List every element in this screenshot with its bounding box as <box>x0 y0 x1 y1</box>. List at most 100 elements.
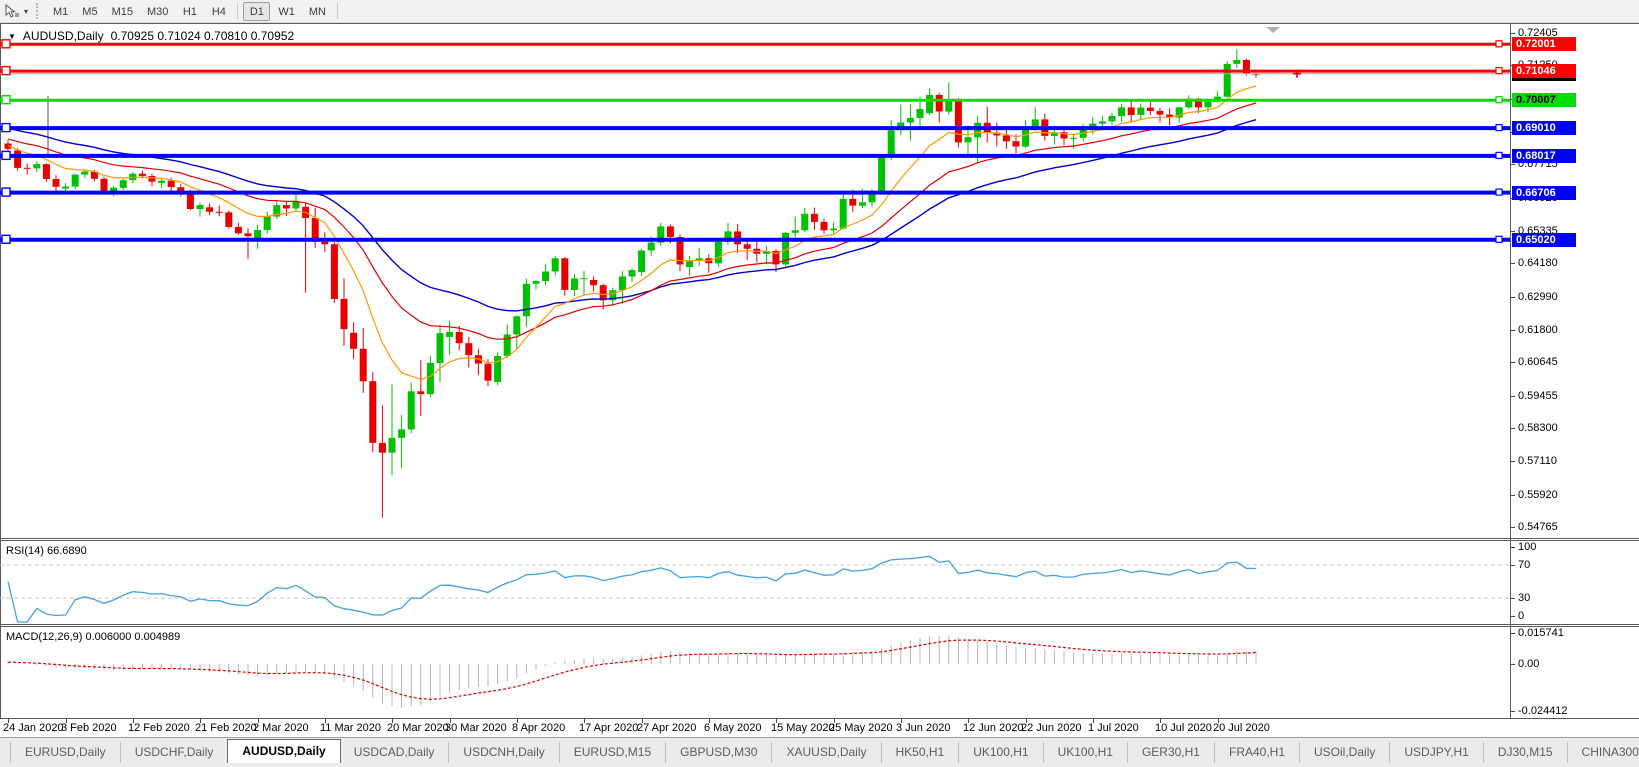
hline-0.70007[interactable] <box>0 94 1510 105</box>
tab-EURUSD-Daily[interactable]: EURUSD,Daily <box>10 742 121 763</box>
tab-DJ30-M15[interactable]: DJ30,M15 <box>1484 742 1568 763</box>
tab-AUDUSD-Daily[interactable]: AUDUSD,Daily <box>227 739 341 763</box>
candle-body <box>858 202 866 206</box>
date-label: 8 Apr 2020 <box>512 722 566 734</box>
tab-CHINA300-H4[interactable]: CHINA300,H4 <box>1568 742 1639 763</box>
date-label: 10 Jul 2020 <box>1155 722 1212 734</box>
timeframe-button-M30[interactable]: M30 <box>146 5 169 18</box>
chart-ohlc-values: 0.70925 0.71024 0.70810 0.70952 <box>110 29 295 43</box>
hline-right-handle[interactable] <box>1495 188 1503 196</box>
timeframe-button-M5[interactable]: M5 <box>82 5 98 18</box>
macd-tick-label: 0.015741 <box>1518 627 1564 639</box>
timeframe-button-M1[interactable]: M1 <box>53 5 69 18</box>
tab-USDCAD-Daily[interactable]: USDCAD,Daily <box>340 742 450 763</box>
macd-tick <box>1511 633 1515 634</box>
hline-left-handle[interactable] <box>1 187 11 197</box>
price-tick-label: 0.60645 <box>1518 356 1558 368</box>
date-tick <box>968 719 969 723</box>
tab-USDCNH-Daily[interactable]: USDCNH,Daily <box>449 742 560 763</box>
timeframe-button-D1[interactable]: D1 <box>243 1 271 21</box>
candle-body <box>580 278 588 280</box>
hline-right-handle[interactable] <box>1495 151 1503 159</box>
candle-body <box>1166 114 1174 118</box>
candle-body <box>350 332 358 349</box>
hline-right-handle[interactable] <box>1495 40 1503 48</box>
hline-right-handle[interactable] <box>1495 66 1503 75</box>
macd-tick-label: -0.024412 <box>1518 705 1568 717</box>
hline-left-handle[interactable] <box>1 94 11 105</box>
hline-right-handle[interactable] <box>1495 235 1503 243</box>
hline-0.66706[interactable] <box>0 187 1510 197</box>
candle-body <box>628 270 636 277</box>
hline-0.72001[interactable] <box>0 39 1510 49</box>
candle-body <box>484 363 492 381</box>
tab-EURUSD-M15[interactable]: EURUSD,M15 <box>560 742 667 763</box>
cursor-tool-button[interactable]: ▾ <box>0 0 32 22</box>
date-tick <box>258 719 259 723</box>
hline-0.68017[interactable] <box>0 150 1510 161</box>
hline-0.65020[interactable] <box>0 234 1510 245</box>
hline-left-handle[interactable] <box>1 122 11 133</box>
candle-body <box>90 171 98 179</box>
candle-body <box>609 290 617 301</box>
date-label: 22 Jun 2020 <box>1021 722 1082 734</box>
price-level-badge-0.65020: 0.65020 <box>1512 233 1576 247</box>
candle-body <box>81 171 89 175</box>
date-tick <box>642 719 643 723</box>
candle-body <box>14 150 22 168</box>
candle-body <box>158 180 166 183</box>
timeframe-button-M15[interactable]: M15 <box>111 5 133 18</box>
tab-HK50-H1[interactable]: HK50,H1 <box>882 742 960 763</box>
price-tick-label: 0.58300 <box>1518 422 1558 434</box>
hline-0.71046[interactable] <box>0 65 1510 76</box>
price-tick <box>1511 495 1515 496</box>
tab-USDCHF-Daily[interactable]: USDCHF,Daily <box>121 742 229 763</box>
hline-left-handle[interactable] <box>1 150 11 161</box>
candle-body <box>714 241 722 264</box>
candle-body <box>1031 119 1039 127</box>
candle-body <box>1185 98 1193 108</box>
hline-right-handle[interactable] <box>1495 96 1503 104</box>
toolbar-group-separator <box>237 3 239 19</box>
rsi-tick-label: 70 <box>1518 559 1531 571</box>
tab-UK100-H1[interactable]: UK100,H1 <box>1044 742 1128 763</box>
candle-body <box>503 334 511 357</box>
hline-0.69010[interactable] <box>0 122 1510 133</box>
date-tick <box>8 719 9 723</box>
candle-body <box>359 348 367 382</box>
timeframe-button-H4[interactable]: H4 <box>211 5 226 18</box>
hline-left-handle[interactable] <box>1 65 11 76</box>
tab-FRA40-H1[interactable]: FRA40,H1 <box>1215 742 1301 763</box>
candle-body <box>906 118 914 123</box>
timeframe-button-MN[interactable]: MN <box>308 5 326 18</box>
candle-body <box>810 213 818 222</box>
toolbar: ▾ M1 M5 M15 M30 H1 H4 D1 W1 MN <box>0 0 1639 23</box>
main-chart[interactable] <box>0 23 1510 538</box>
candle-body <box>119 180 127 188</box>
date-label: 12 Jun 2020 <box>963 722 1024 734</box>
collapse-triangle-icon[interactable]: ▼ <box>8 31 16 41</box>
tab-USOil-Daily[interactable]: USOil,Daily <box>1300 742 1391 763</box>
hline-left-handle[interactable] <box>1 234 11 245</box>
tab-GBPUSD-M30[interactable]: GBPUSD,M30 <box>666 742 773 763</box>
chart-symbol-period: AUDUSD,Daily <box>22 29 104 43</box>
candle-body <box>42 164 50 179</box>
fast-ma-line <box>7 85 1257 381</box>
price-tick <box>1511 396 1515 397</box>
timeframe-button-W1[interactable]: W1 <box>278 5 295 18</box>
hline-left-handle[interactable] <box>1 39 11 49</box>
date-tick <box>450 719 451 723</box>
tab-GER30-H1[interactable]: GER30,H1 <box>1128 742 1215 763</box>
tab-USDJPY-H1[interactable]: USDJPY,H1 <box>1390 742 1484 763</box>
date-tick <box>200 719 201 723</box>
rsi-tick-label: 100 <box>1518 541 1537 553</box>
tab-UK100-H1[interactable]: UK100,H1 <box>959 742 1044 763</box>
timeframe-button-H1[interactable]: H1 <box>182 5 197 18</box>
tab-XAUUSD-Daily[interactable]: XAUUSD,Daily <box>772 742 882 763</box>
candle-body <box>1108 116 1116 122</box>
price-tick-label: 0.59455 <box>1518 390 1558 402</box>
candle-body <box>330 244 338 299</box>
candle-body <box>1118 107 1126 117</box>
price-tick-label: 0.61800 <box>1518 324 1558 336</box>
hline-right-handle[interactable] <box>1495 123 1503 132</box>
